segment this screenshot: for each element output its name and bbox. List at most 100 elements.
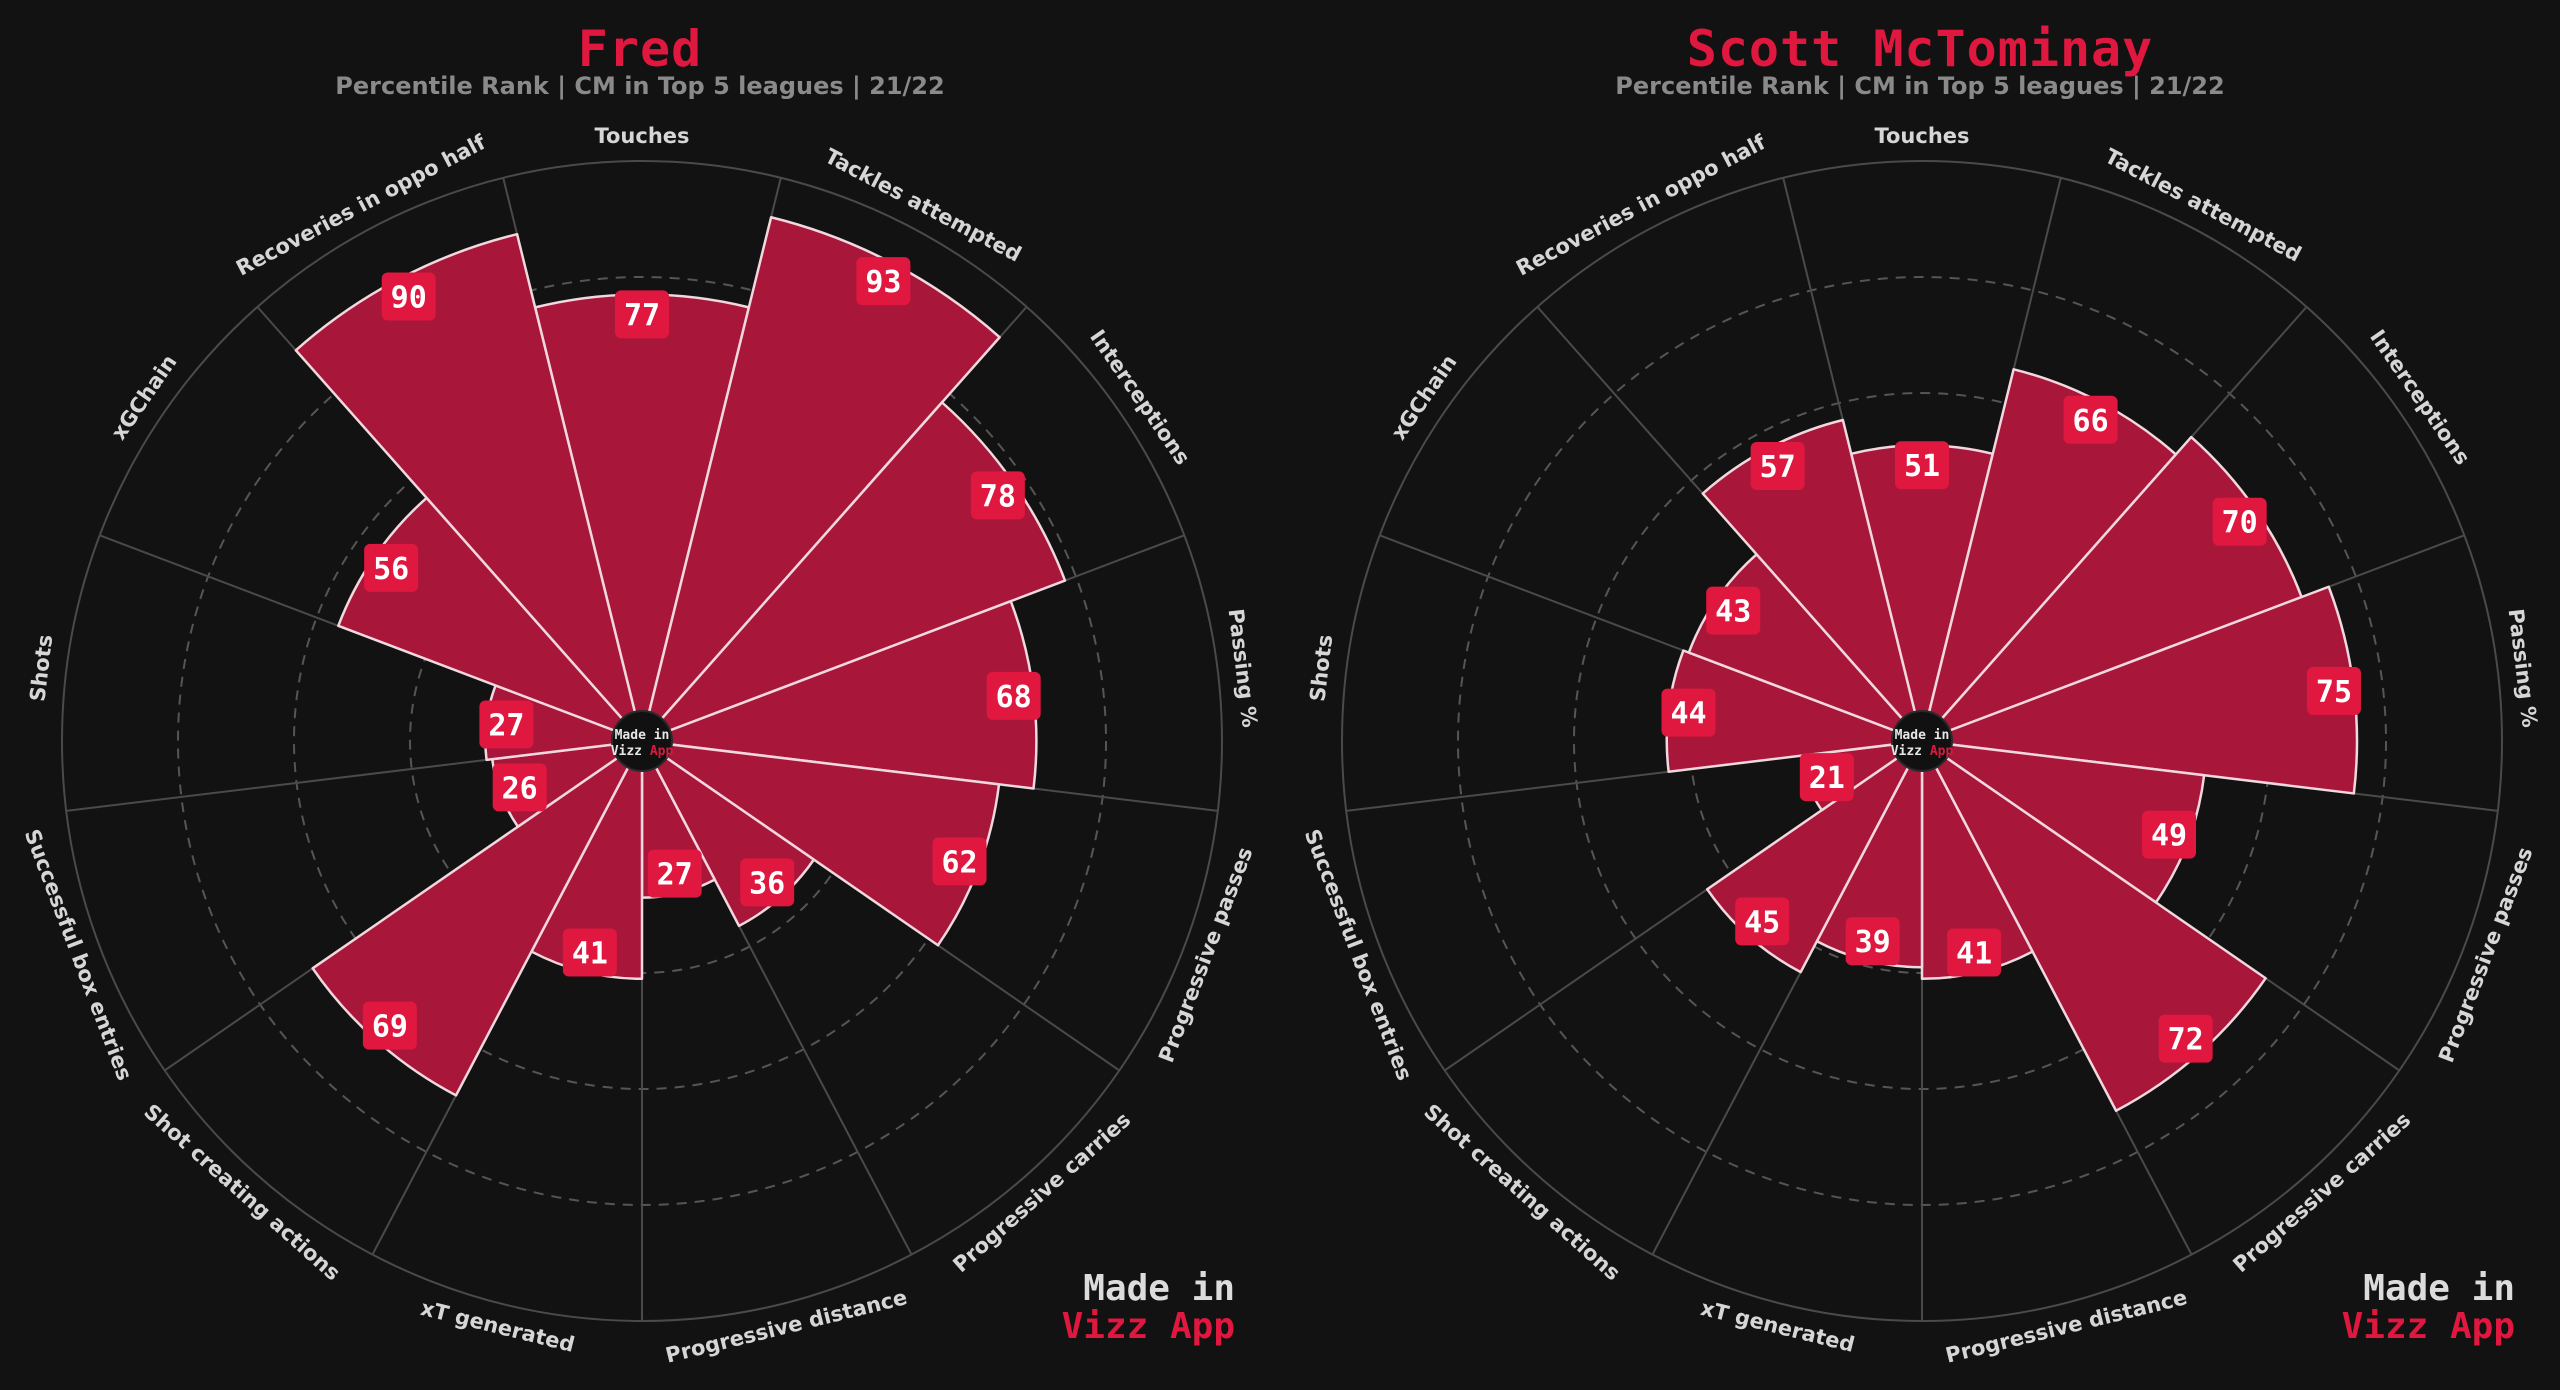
value-label-text: 75 — [2316, 675, 2352, 710]
axis-label-touches: Touches — [1874, 124, 1969, 148]
value-label-box — [2212, 497, 2267, 546]
value-label-progressive-carries: 72 — [2158, 1014, 2213, 1063]
value-label-shot-creating-actions: 45 — [1735, 897, 1790, 946]
center-badge-line1: Made in — [1895, 728, 1950, 743]
value-label-box — [1750, 441, 1805, 490]
axis-label-passing: Passing % — [1223, 607, 1261, 729]
value-label-box — [381, 272, 436, 321]
value-label-xgchain: 56 — [364, 543, 419, 592]
axis-label-xgchain: xGChain — [107, 350, 182, 444]
value-label-interceptions: 78 — [970, 471, 1025, 520]
value-label-tackles-attempted: 66 — [2063, 395, 2118, 444]
value-label-box — [647, 849, 702, 898]
value-label-shot-creating-actions: 69 — [362, 1001, 417, 1050]
chart-subtitle-fred: Percentile Rank | CM in Top 5 leagues | … — [335, 72, 945, 100]
value-label-touches: 77 — [615, 290, 669, 339]
value-label-box — [1845, 917, 1900, 966]
value-label-text: 56 — [373, 552, 409, 587]
value-label-box — [740, 858, 795, 907]
value-label-box — [562, 928, 617, 977]
brand-line1: Made in — [1083, 1268, 1235, 1309]
brand-line2: Vizz App — [1061, 1306, 1235, 1347]
value-label-successful-box-entries: 26 — [492, 763, 547, 812]
value-label-box — [1947, 928, 2002, 977]
value-label-text: 41 — [572, 936, 608, 971]
brand-line2: Vizz App — [2341, 1306, 2515, 1347]
axis-label-shot-creating-actions: Shot creating actions — [1419, 1099, 1625, 1285]
value-label-text: 36 — [749, 866, 785, 901]
axis-label-progressive-carries: Progressive carries — [948, 1108, 1135, 1278]
center-badge-line2: Vizz App — [611, 744, 674, 759]
value-label-text: 26 — [502, 771, 538, 806]
axis-label-tackles-attempted: Tackles attempted — [2101, 144, 2305, 267]
value-label-successful-box-entries: 21 — [1799, 753, 1854, 802]
value-label-tackles-attempted: 93 — [856, 257, 911, 306]
value-label-text: 21 — [1809, 761, 1845, 796]
axis-label-shot-creating-actions: Shot creating actions — [139, 1099, 345, 1285]
axis-label-progressive-distance: Progressive distance — [1943, 1285, 2189, 1368]
value-label-passing: 68 — [986, 671, 1041, 720]
value-label-box — [615, 290, 669, 339]
value-label-text: 72 — [2168, 1023, 2204, 1058]
axis-label-passing: Passing % — [2503, 607, 2541, 729]
value-label-text: 45 — [1744, 905, 1780, 940]
value-label-text: 68 — [996, 680, 1032, 715]
value-label-box — [986, 671, 1041, 720]
value-label-touches: 51 — [1895, 441, 1949, 490]
value-label-xt-generated: 39 — [1845, 917, 1900, 966]
value-label-box — [1661, 688, 1716, 737]
chart-title-mctominay: Scott McTominay — [1686, 20, 2154, 78]
value-label-box — [1895, 441, 1949, 490]
value-label-recoveries-in-oppo-half: 57 — [1750, 441, 1805, 490]
chart-title-fred: Fred — [577, 20, 703, 78]
value-label-progressive-distance: 27 — [647, 849, 702, 898]
value-label-box — [1706, 586, 1761, 635]
center-badge-circle — [1891, 710, 1953, 772]
axis-label-interceptions: Interceptions — [2365, 325, 2475, 469]
axis-label-successful-box-entries: Successful box entries — [1300, 826, 1417, 1084]
chart-subtitle-mctominay: Percentile Rank | CM in Top 5 leagues | … — [1615, 72, 2225, 100]
value-label-text: 69 — [372, 1010, 408, 1045]
value-label-text: 78 — [980, 479, 1016, 514]
center-badge-circle — [611, 710, 673, 772]
value-label-box — [932, 837, 987, 886]
value-label-box — [2306, 666, 2361, 715]
axis-label-recoveries-in-oppo-half: Recoveries in oppo half — [1512, 130, 1770, 281]
polar-chart-scott-mctominay: 51 66 70 75 49 72 41 39 45 21 44 43 57 Touches Tackles… — [1300, 124, 2542, 1368]
value-label-shots: 27 — [479, 700, 534, 749]
value-label-box — [1799, 753, 1854, 802]
polar-chart-fred: 77937868623627416926275690TouchesTackles… — [20, 124, 1262, 1368]
value-label-box — [2142, 810, 2197, 859]
value-label-box — [364, 543, 419, 592]
value-label-box — [856, 257, 911, 306]
brand-logo-left: Made in Vizz App — [1062, 1270, 1235, 1346]
value-label-text: 41 — [1956, 936, 1992, 971]
value-label-box — [2158, 1014, 2213, 1063]
center-badge-line2: Vizz App — [1891, 744, 1954, 759]
value-label-text: 66 — [2073, 404, 2109, 439]
value-label-text: 49 — [2151, 819, 2187, 854]
value-label-progressive-passes: 49 — [2142, 810, 2197, 859]
axis-label-shots: Shots — [25, 633, 57, 702]
axis-label-interceptions: Interceptions — [1085, 325, 1195, 469]
value-label-progressive-carries: 36 — [740, 858, 795, 907]
value-label-text: 93 — [865, 265, 901, 300]
brand-line1: Made in — [2363, 1268, 2515, 1309]
value-label-text: 70 — [2222, 506, 2258, 541]
value-label-text: 62 — [941, 845, 977, 880]
value-label-text: 57 — [1760, 450, 1796, 485]
value-label-text: 44 — [1670, 697, 1706, 732]
axis-label-successful-box-entries: Successful box entries — [20, 826, 137, 1084]
value-label-text: 90 — [391, 281, 427, 316]
axis-label-progressive-distance: Progressive distance — [663, 1285, 909, 1368]
value-label-text: 27 — [657, 858, 693, 893]
value-label-xgchain: 43 — [1706, 586, 1761, 635]
value-label-progressive-distance: 41 — [1947, 928, 2002, 977]
axis-label-touches: Touches — [594, 124, 689, 148]
value-label-xt-generated: 41 — [562, 928, 617, 977]
value-label-text: 27 — [488, 709, 524, 744]
value-label-box — [362, 1001, 417, 1050]
center-badge-line1: Made in — [615, 728, 670, 743]
